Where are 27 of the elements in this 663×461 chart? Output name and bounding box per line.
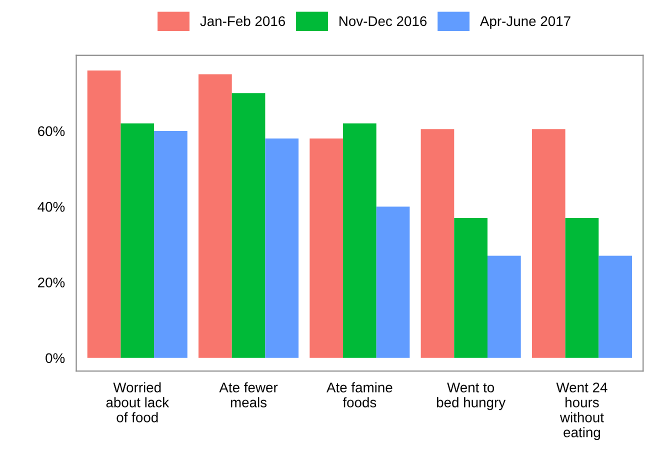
bar <box>265 138 299 358</box>
bar <box>598 256 632 358</box>
bar <box>454 218 488 358</box>
bar <box>154 130 188 358</box>
bar <box>232 93 266 358</box>
x-tick-label: Worried about lack of food <box>106 382 170 422</box>
bar <box>198 74 232 358</box>
bar <box>310 138 344 358</box>
legend-label: Apr-June 2017 <box>480 16 570 29</box>
bar <box>376 206 410 358</box>
bar <box>488 256 521 358</box>
y-tick-label: 60% <box>38 126 65 136</box>
bar <box>343 123 376 358</box>
x-tick-label: Ate fewer meals <box>219 382 278 408</box>
legend-label: Nov-Dec 2016 <box>340 16 427 26</box>
x-tick-label: Went to bed hungry <box>436 382 506 410</box>
y-tick-label: 20% <box>38 278 65 288</box>
bar <box>532 129 566 358</box>
y-tick-label: 0% <box>46 353 65 364</box>
bar <box>565 218 599 358</box>
bar <box>120 123 154 358</box>
legend-label: Jan-Feb 2016 <box>200 16 286 26</box>
y-tick-label: 40% <box>38 202 65 212</box>
x-tick-label: Went 24 hours without eating <box>556 382 608 440</box>
bar <box>420 129 454 358</box>
bar <box>87 70 121 358</box>
x-tick-label: Ate famine foods <box>326 382 392 408</box>
